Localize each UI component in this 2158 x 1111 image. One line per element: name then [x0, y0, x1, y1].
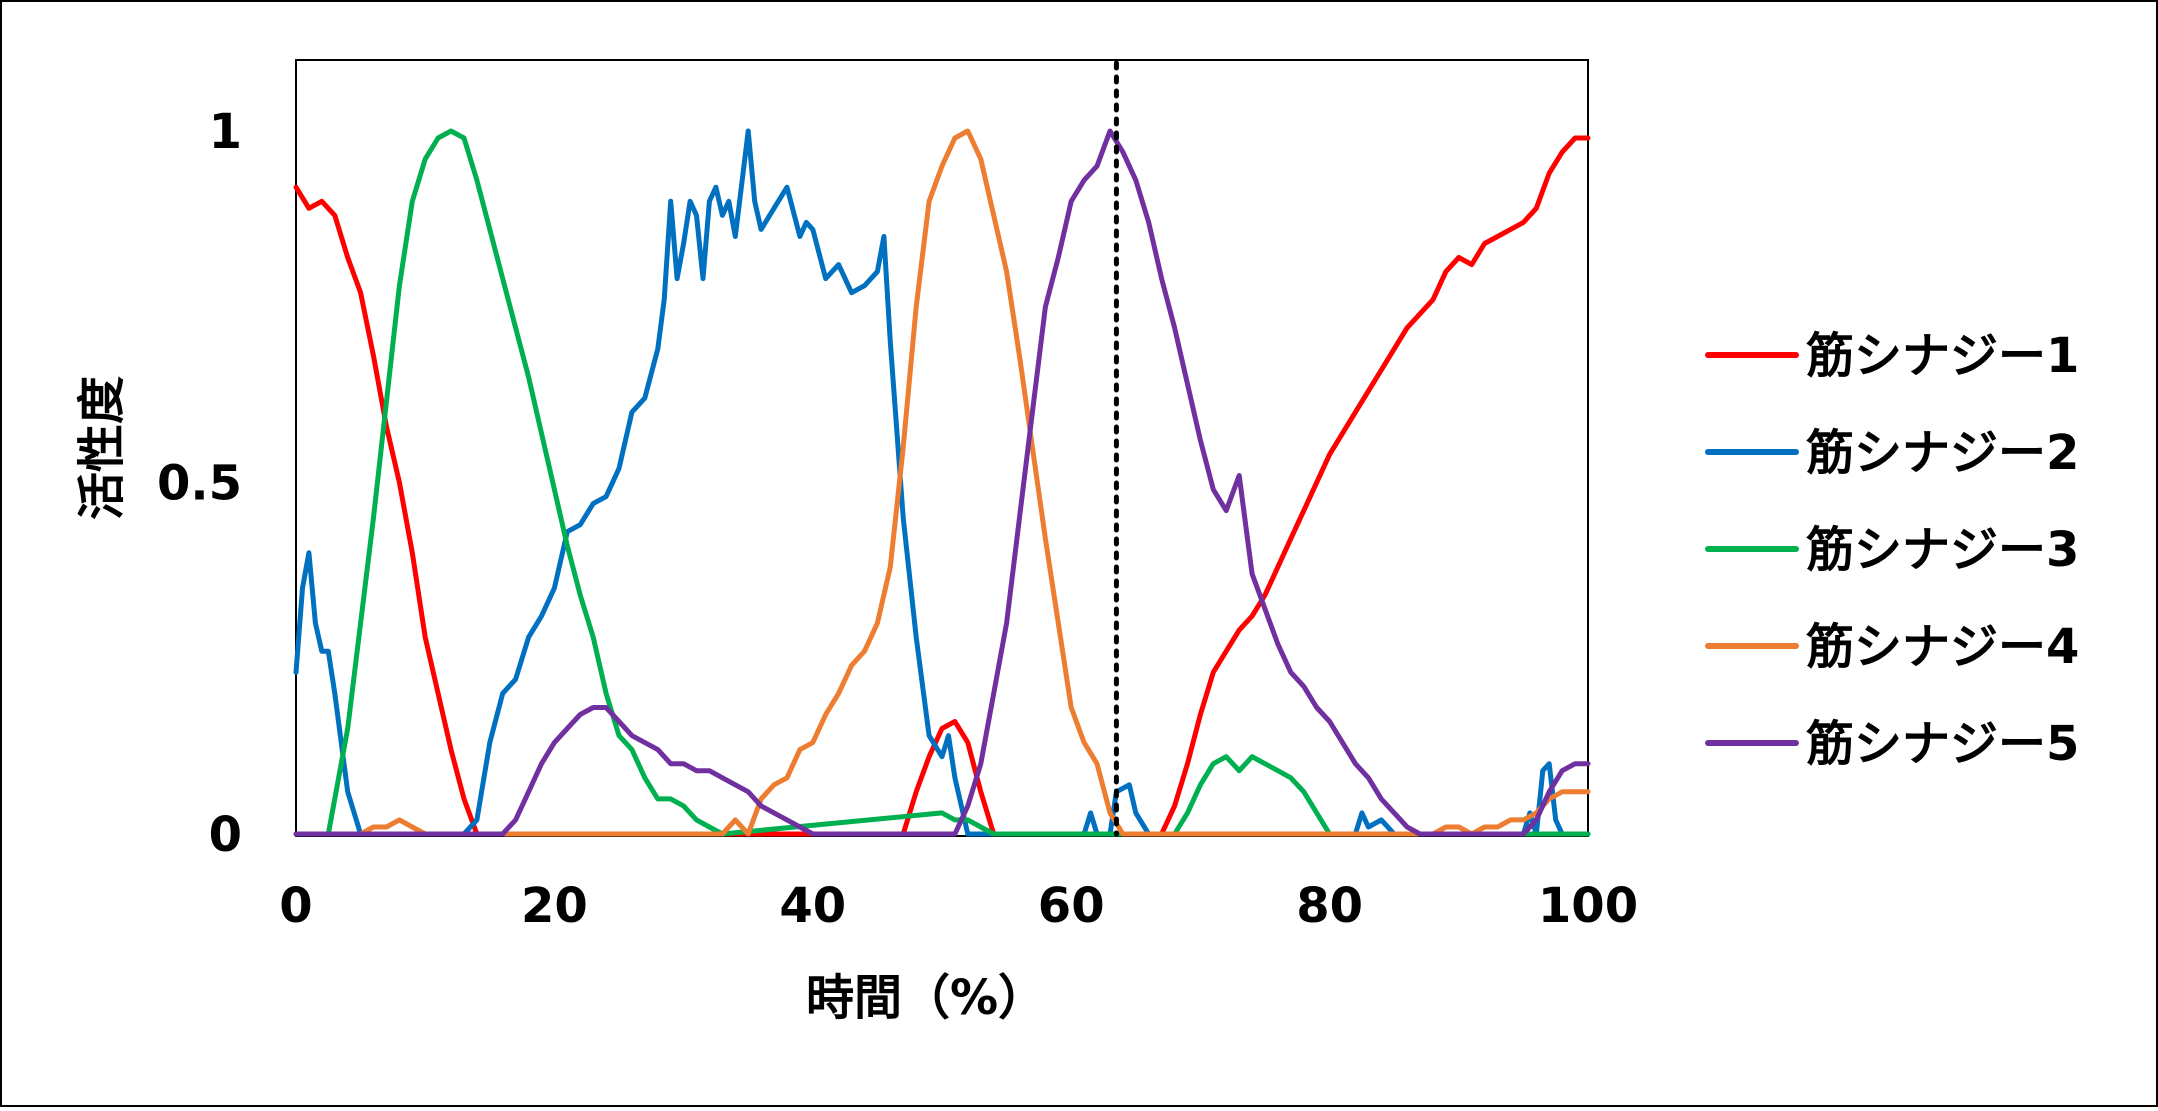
- x-tick-label: 40: [779, 878, 846, 934]
- plot-area: [295, 59, 1589, 837]
- series-line-3: [293, 128, 1591, 837]
- y-tick-label: 0.5: [157, 456, 242, 512]
- legend-item-5: 筋シナジー5: [1705, 716, 2079, 772]
- legend-label: 筋シナジー5: [1806, 716, 2079, 772]
- series-line-4: [293, 128, 1591, 837]
- x-tick-label: 60: [1038, 878, 1105, 934]
- y-tick-labels: 00.51: [157, 104, 242, 863]
- legend-item-4: 筋シナジー4: [1705, 619, 2079, 675]
- series-line-1: [293, 135, 1591, 837]
- y-axis-label: 活性度: [74, 376, 130, 520]
- y-tick-label: 1: [209, 104, 242, 160]
- x-tick-label: 80: [1296, 878, 1363, 934]
- x-tick-label: 20: [521, 878, 588, 934]
- series-line-2: [293, 128, 1591, 837]
- legend-label: 筋シナジー3: [1806, 522, 2079, 578]
- series-lines: [293, 128, 1591, 837]
- legend: 筋シナジー1 筋シナジー2 筋シナジー3 筋シナジー4 筋シナジー5: [1705, 328, 2079, 772]
- legend-label: 筋シナジー2: [1806, 425, 2079, 481]
- x-tick-label: 0: [279, 878, 312, 934]
- x-tick-labels: 0 20 40 60 80 100: [279, 878, 1638, 934]
- x-axis-label: 時間（%）: [806, 970, 1046, 1026]
- legend-label: 筋シナジー1: [1806, 328, 2079, 384]
- series-line-5: [293, 128, 1591, 837]
- legend-item-1: 筋シナジー1: [1705, 328, 2079, 384]
- legend-item-3: 筋シナジー3: [1705, 522, 2079, 578]
- y-tick-label: 0: [209, 807, 242, 863]
- x-tick-label: 100: [1538, 878, 1638, 934]
- legend-item-2: 筋シナジー2: [1705, 425, 2079, 481]
- legend-label: 筋シナジー4: [1806, 619, 2079, 675]
